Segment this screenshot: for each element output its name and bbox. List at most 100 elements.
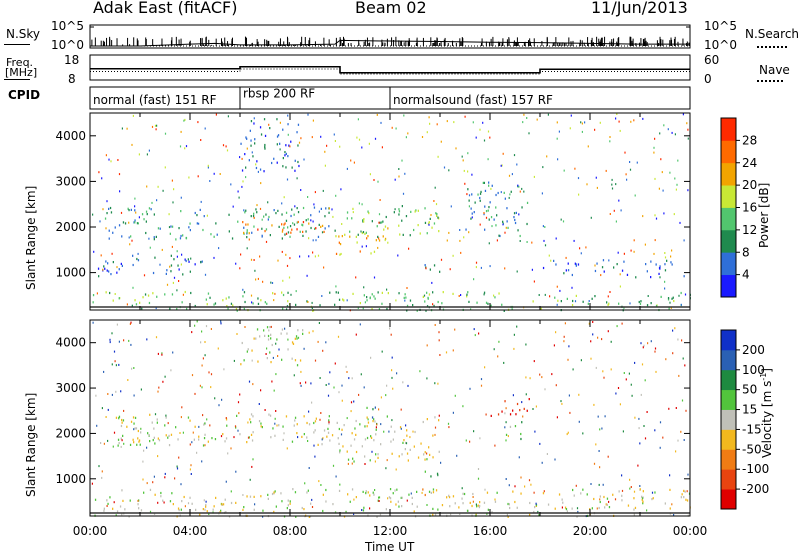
range-noise: [253, 117, 255, 120]
nave-line: [90, 68, 690, 75]
range-noise: [288, 276, 291, 279]
range-noise: [303, 347, 305, 350]
range-noise: [542, 225, 544, 228]
range-cell: [264, 143, 266, 147]
range-cell: [409, 448, 411, 451]
range-noise: [596, 507, 598, 510]
range-cell: [273, 209, 275, 212]
range-noise: [210, 328, 212, 330]
range-noise: [592, 321, 594, 323]
range-noise: [629, 168, 632, 171]
range-noise: [297, 336, 300, 339]
range-cell: [169, 500, 172, 503]
range-cell: [655, 263, 657, 266]
power-colorbar-swatch: [721, 229, 736, 253]
range-noise: [245, 176, 247, 179]
range-noise: [355, 276, 357, 279]
range-noise: [423, 294, 426, 297]
range-cell: [276, 118, 278, 121]
range-noise: [551, 373, 553, 376]
range-cell: [139, 301, 141, 304]
range-noise: [187, 502, 190, 505]
range-noise: [438, 414, 440, 417]
power-colorbar-tick-label: 4: [742, 268, 750, 282]
range-noise: [239, 156, 241, 159]
range-cell: [271, 343, 273, 347]
range-noise: [261, 218, 263, 221]
range-noise: [256, 204, 258, 207]
range-noise: [638, 417, 640, 420]
range-cell: [406, 304, 409, 307]
range-noise: [374, 489, 376, 491]
range-noise: [196, 451, 198, 454]
range-noise: [639, 442, 641, 445]
range-noise: [500, 164, 502, 167]
range-noise: [337, 335, 340, 338]
range-cell: [352, 457, 354, 460]
range-cell: [437, 508, 439, 511]
range-noise: [567, 358, 569, 361]
range-cell: [327, 427, 329, 430]
range-noise: [642, 215, 644, 218]
range-noise: [251, 465, 253, 468]
range-cell: [259, 335, 261, 338]
range-noise: [556, 303, 558, 306]
range-noise: [577, 510, 579, 513]
range-noise: [479, 223, 481, 226]
range-cell: [449, 505, 451, 508]
range-cell: [235, 308, 238, 311]
range-noise: [266, 347, 268, 350]
range-cell: [613, 266, 615, 269]
range-cell: [660, 295, 662, 298]
range-cell: [303, 508, 305, 511]
range-cell: [164, 424, 166, 427]
range-noise: [116, 266, 118, 269]
range-noise: [516, 163, 518, 166]
range-noise: [426, 452, 428, 455]
range-cell: [411, 502, 413, 506]
range-cell: [461, 497, 463, 500]
range-cell: [521, 206, 523, 209]
range-cell: [366, 296, 368, 299]
range-cell: [507, 515, 509, 518]
range-cell: [680, 496, 682, 499]
range-noise: [390, 333, 392, 336]
range-cell: [322, 493, 324, 496]
range-cell: [437, 300, 439, 304]
range-noise: [687, 128, 689, 131]
range-cell: [635, 276, 637, 279]
range-noise: [432, 303, 434, 306]
range-cell: [329, 439, 331, 442]
range-cell: [668, 307, 670, 310]
range-cell: [324, 215, 326, 218]
range-cell: [134, 219, 136, 222]
range-cell: [265, 213, 267, 216]
range-cell: [669, 488, 671, 491]
range-noise: [675, 188, 677, 191]
range-noise: [341, 223, 343, 225]
range-cell: [572, 299, 574, 303]
range-noise: [159, 263, 161, 266]
power-colorbar-swatch: [721, 140, 736, 164]
range-noise: [402, 192, 405, 195]
range-noise: [528, 132, 530, 135]
range-noise: [647, 295, 649, 297]
range-cell: [199, 208, 201, 211]
range-noise: [607, 295, 609, 298]
range-cell: [276, 161, 278, 164]
range-noise: [585, 246, 587, 249]
range-cell: [430, 491, 432, 494]
range-cell: [315, 417, 317, 420]
range-cell: [175, 426, 177, 429]
range-noise: [445, 351, 448, 354]
range-cell: [289, 500, 291, 503]
range-noise: [541, 192, 543, 195]
range-noise: [115, 364, 117, 367]
range-cell: [651, 498, 653, 501]
range-noise: [638, 427, 640, 430]
range-noise: [165, 414, 167, 417]
range-cell: [138, 440, 140, 443]
range-cell: [417, 224, 419, 227]
range-cell: [314, 227, 316, 230]
range-cell: [416, 309, 418, 312]
